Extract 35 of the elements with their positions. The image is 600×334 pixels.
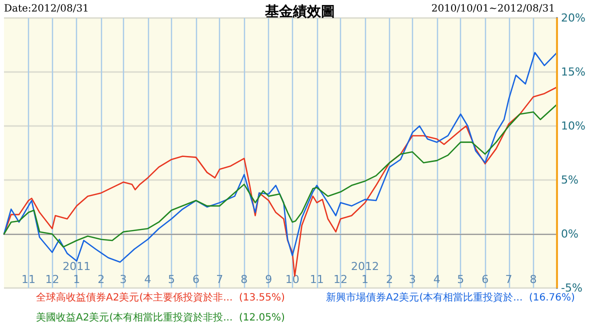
chart-title: 基金績效圖	[264, 4, 335, 20]
x-tick-label: 5	[457, 273, 464, 286]
series-label: 全球高收益債券A2美元(本主要係投資於非... (13.55%)	[36, 292, 286, 304]
x-tick-label: 4	[433, 273, 440, 286]
x-tick-label: 3	[120, 273, 127, 286]
line-series	[3, 104, 558, 248]
x-tick-label: 7	[216, 273, 224, 286]
x-tick-label: 6	[482, 273, 489, 286]
x-tick-label: 3	[408, 273, 416, 286]
text: Date:2012/08/31	[4, 4, 89, 14]
x-tick-label: 5	[168, 273, 175, 286]
y-tick-label: 10%	[561, 120, 586, 132]
x-tick-label: 8	[240, 273, 248, 286]
x-tick-label: 2012 1	[351, 260, 380, 286]
y-tick-label: 20%	[561, 12, 586, 24]
x-tick-label: 2	[386, 273, 394, 286]
x-tick-label: 2	[98, 273, 105, 286]
x-tick-label: 7	[505, 273, 512, 286]
x-tick-label: 12	[45, 273, 60, 286]
x-tick-label: 6	[192, 273, 200, 286]
y-tick-label: 0%	[561, 228, 578, 240]
x-tick-label: 9	[265, 273, 272, 286]
x-tick-label: 4	[144, 273, 152, 286]
text: 美國收益A2美元(本有相當比重投資於非投... (12.05%)	[36, 312, 286, 324]
y-tick-label: 15%	[561, 66, 586, 78]
line-series	[3, 52, 558, 263]
y-tick-label: 5%	[561, 174, 578, 186]
text: 2010/10/01~2012/08/31	[431, 4, 556, 14]
x-tick-label: 2011 1	[62, 260, 91, 286]
x-tick-label: 10	[285, 273, 300, 286]
x-tick-label: 8	[530, 273, 537, 286]
text: 新興市場債券A2美元(本有相當比重投資於... (16.76%)	[326, 292, 576, 304]
x-tick-label: 11	[21, 273, 36, 286]
x-tick-label: 11	[310, 273, 324, 286]
x-tick-label: 12	[334, 273, 348, 286]
